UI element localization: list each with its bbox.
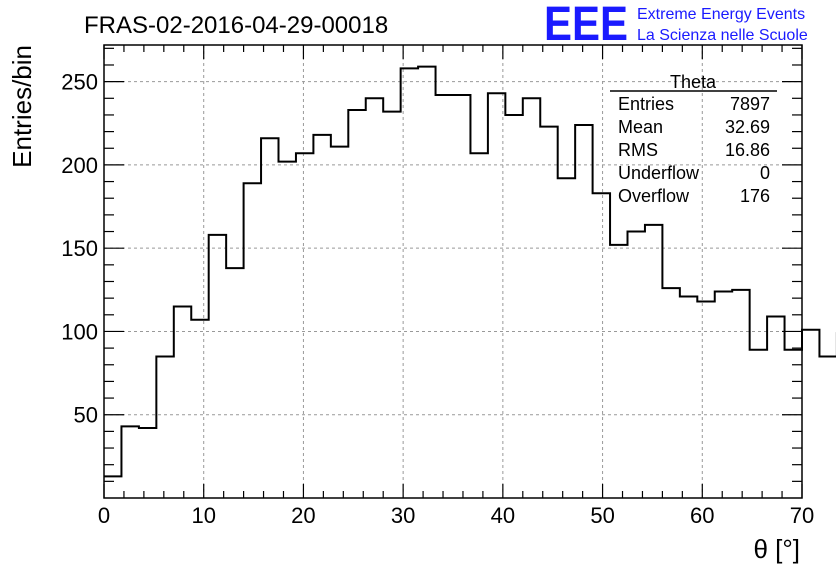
stats-box: Theta Entries 7897 Mean 32.69 RMS 16.86 Underf… [610, 72, 777, 206]
y-tick-label: 200 [61, 153, 98, 178]
eee-logo-line1: Extreme Energy Events [637, 6, 805, 23]
y-tick-label: 250 [61, 70, 98, 95]
eee-logo-mark: EEE [544, 0, 628, 51]
chart-title: FRAS-02-2016-04-29-00018 [84, 12, 388, 39]
stats-box-rows: Entries 7897 Mean 32.69 RMS 16.86 Underflow 0 Ov… [618, 94, 770, 206]
stats-row-label: RMS [618, 140, 658, 160]
x-tick-label: 30 [391, 503, 415, 528]
x-tick-label: 10 [191, 503, 215, 528]
x-tick-label: 60 [690, 503, 714, 528]
stats-row-label: Overflow [618, 186, 690, 206]
stats-row-value: 32.69 [725, 117, 770, 137]
stats-row-value: 16.86 [725, 140, 770, 160]
stats-row-value: 0 [760, 163, 770, 183]
x-tick-labels: 0 10 20 30 40 50 60 70 [98, 503, 814, 528]
stats-row-value: 7897 [730, 94, 770, 114]
x-axis-label: θ [°] [753, 534, 800, 564]
stats-row-label: Mean [618, 117, 663, 137]
histogram-outline [104, 65, 836, 478]
eee-logo: EEE Extreme Energy Events La Scienza nel… [544, 0, 808, 51]
x-tick-label: 20 [291, 503, 315, 528]
y-tick-label: 150 [61, 236, 98, 261]
stats-row-value: 176 [740, 186, 770, 206]
stats-row-label: Underflow [618, 163, 700, 183]
y-tick-labels: 50 100 150 200 250 [61, 70, 98, 428]
y-axis-label: Entries/bin [7, 45, 37, 168]
plot-frame [103, 44, 803, 499]
axis-ticks [103, 45, 803, 498]
x-tick-label: 0 [98, 503, 110, 528]
grid-lines [104, 45, 802, 498]
stats-row-label: Entries [618, 94, 674, 114]
y-tick-label: 50 [74, 403, 98, 428]
x-tick-label: 70 [790, 503, 814, 528]
stats-box-title: Theta [670, 72, 717, 92]
x-tick-label: 50 [590, 503, 614, 528]
eee-logo-line2: La Scienza nelle Scuole [637, 27, 808, 44]
x-tick-label: 40 [491, 503, 515, 528]
y-tick-label: 100 [61, 319, 98, 344]
